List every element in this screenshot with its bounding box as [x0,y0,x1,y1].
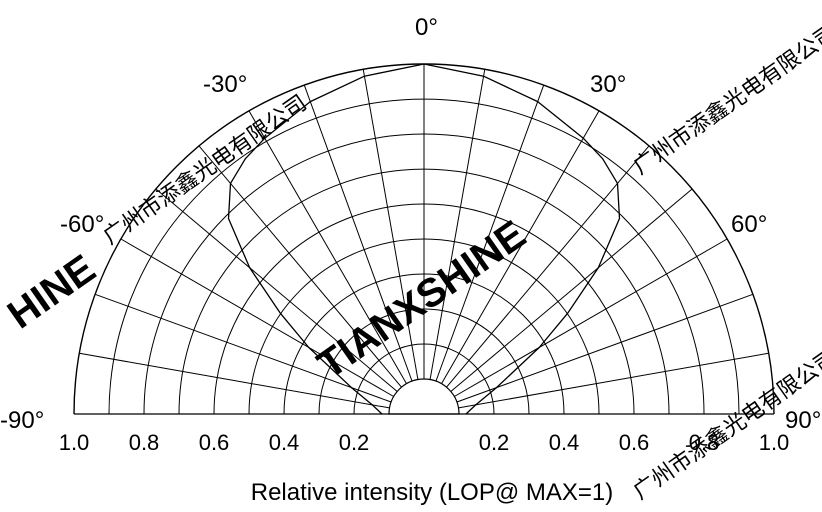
series-point [566,313,568,315]
watermark-company-right: 广州市添鑫光电有限公司 [629,20,822,179]
radial-tick-label: 0.2 [339,430,370,455]
grid-spoke-13 [446,145,650,388]
series-point [249,267,251,269]
grid-hub [388,378,460,415]
grid-spoke-6 [248,110,407,384]
grid-spoke-8 [362,69,419,380]
grid-spoke-1 [79,352,390,409]
radial-tick-label: 0.8 [689,430,720,455]
series-point [538,346,540,349]
watermark-company-left: 广州市添鑫光电有限公司 [99,90,312,249]
grid-spoke-11 [435,84,545,382]
series-point [371,404,373,406]
grid-spoke-4 [155,188,398,392]
series-point [381,413,383,415]
series-point [465,413,467,415]
series-point [244,158,246,160]
angle-label-60: 60° [731,211,767,238]
series-point [582,137,584,139]
grid-spoke-17 [458,352,769,409]
series-point [537,100,539,103]
radial-tick-label: 0.4 [549,430,580,455]
radial-tick-label: 0.8 [129,430,160,455]
series-point [475,404,477,406]
angle-label-neg30: -30° [203,71,247,98]
curve-layer [227,63,621,415]
series-point [229,182,232,185]
radial-tick-label: 1.0 [59,430,90,455]
series-point [308,346,310,349]
radial-tick-label: 1.0 [759,430,790,455]
series-point [264,137,266,139]
series-point [602,158,604,160]
series-point [495,387,497,389]
radial-tick-label: 0.6 [619,430,650,455]
series-point [351,387,353,389]
radial-tick-label: 0.2 [479,430,510,455]
label-layer: -90°-60°-30°0°30°60°90°1.0 0.8 0.6 0.4 0.2 0.… [0,14,821,506]
watermark-brand-left: HINE [0,247,103,338]
angle-label-90: 90° [785,407,821,434]
grid-spoke-14 [450,188,693,392]
series-point [280,313,282,315]
series-point [227,217,230,220]
series-point [616,182,619,185]
polar-grid [73,63,775,415]
angle-label-neg90: -90° [0,407,44,434]
series-point [309,100,311,103]
x-axis-title: Relative intensity (LOP@ MAX=1) [251,479,614,506]
grid-spoke-2 [94,293,392,403]
grid-spoke-10 [429,69,486,380]
grid-spoke-3 [120,238,394,397]
grid-spoke-5 [198,145,402,388]
radial-tick-label: 0.4 [269,430,300,455]
series-point [482,75,485,77]
angle-label-0: 0° [415,14,438,41]
angle-label-30: 30° [590,71,626,98]
series-point [618,217,621,220]
series-point [363,75,366,77]
grid-spoke-15 [454,238,728,397]
grid-spoke-16 [456,293,754,403]
angle-label-neg60: -60° [60,211,104,238]
grid-spoke-12 [441,110,600,384]
series-point [423,63,425,65]
radial-tick-label: 0.6 [199,430,230,455]
series-point [597,267,599,269]
grid-spoke-7 [303,84,413,382]
